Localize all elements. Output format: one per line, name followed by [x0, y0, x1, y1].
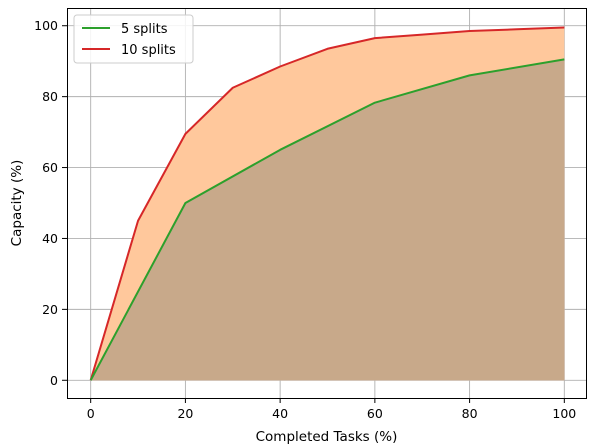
series-lines — [89, 26, 565, 381]
x-tick-label: 80 — [462, 406, 478, 421]
legend-label: 5 splits — [121, 22, 168, 37]
x-tick-label: 40 — [272, 406, 288, 421]
y-tick-label: 80 — [42, 89, 58, 104]
series-line-10-splits — [89, 26, 565, 381]
x-tick-label: 100 — [552, 406, 576, 421]
y-tick-label: 40 — [42, 231, 58, 246]
y-tick-label: 20 — [42, 302, 58, 317]
area-fill-5-splits — [90, 59, 565, 381]
y-tick-label: 100 — [34, 18, 58, 33]
x-tick-label: 20 — [177, 406, 193, 421]
legend-label: 10 splits — [121, 43, 176, 58]
axis-ticks: 0 20 40 60 80 100 0 20 40 60 80 100 — [34, 18, 576, 421]
x-tick-label: 0 — [87, 406, 95, 421]
series-line-5-splits — [89, 58, 565, 381]
legend: 5 splits 10 splits — [73, 14, 194, 64]
x-axis-title: Completed Tasks (%) — [256, 429, 398, 445]
x-tick-label: 60 — [367, 406, 383, 421]
y-axis-title: Capacity (%) — [9, 160, 25, 247]
y-tick-label: 60 — [42, 160, 58, 175]
area-fills — [90, 27, 565, 381]
plot-frame — [67, 8, 587, 399]
y-tick-label: 0 — [50, 373, 58, 388]
